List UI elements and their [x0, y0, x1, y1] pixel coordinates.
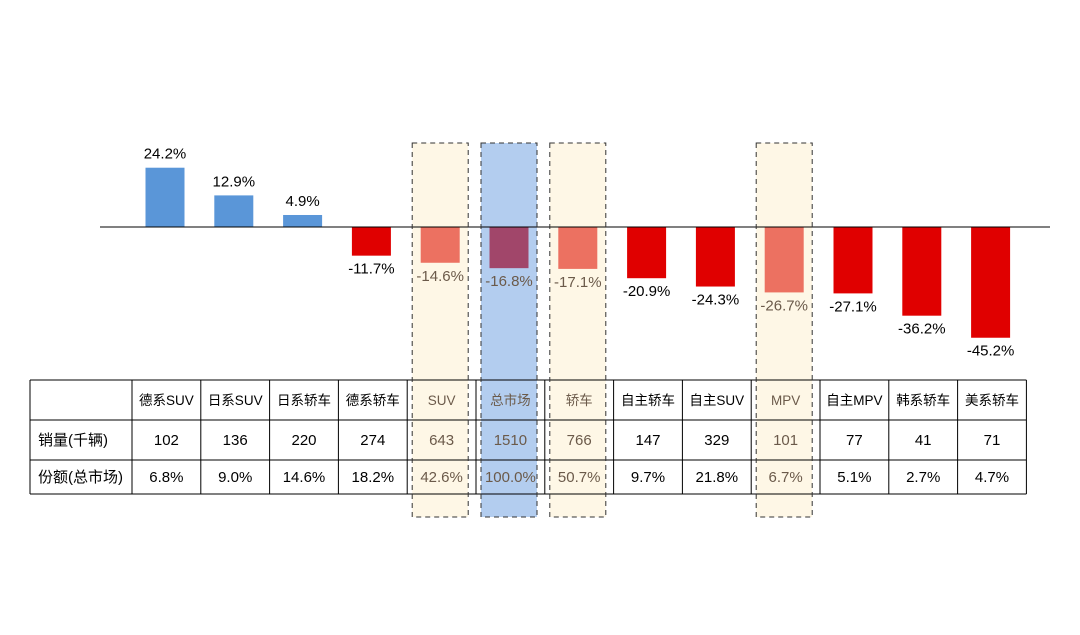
value-label-1: 12.9%: [213, 173, 256, 190]
table-cell-1-4: 42.6%: [420, 469, 463, 486]
bar-9: [764, 227, 804, 293]
table-header-10: 自主MPV: [826, 393, 882, 408]
value-label-12: -45.2%: [967, 343, 1015, 360]
table-cell-0-6: 766: [567, 432, 592, 449]
bars: [145, 167, 1011, 338]
table-header-3: 德系轿车: [346, 392, 400, 408]
value-label-0: 24.2%: [144, 146, 187, 163]
bar-6: [558, 227, 598, 269]
highlight-box-5: [481, 143, 537, 517]
highlight-box-9: [756, 143, 813, 517]
table-cell-1-1: 9.0%: [218, 469, 252, 486]
table-cell-1-9: 6.7%: [768, 469, 802, 486]
table-cell-1-2: 14.6%: [283, 469, 326, 486]
bar-0: [145, 167, 185, 227]
value-label-3: -11.7%: [348, 261, 394, 278]
table-cell-0-1: 136: [223, 432, 248, 449]
value-label-8: -24.3%: [692, 292, 740, 309]
table-header-4: SUV: [428, 393, 456, 408]
table-cell-1-8: 21.8%: [696, 469, 739, 486]
bar-5: [489, 227, 529, 269]
value-label-4: -14.6%: [416, 268, 464, 285]
value-label-7: -20.9%: [623, 283, 671, 300]
bar-1: [214, 195, 254, 227]
highlight-boxes: [412, 143, 813, 517]
table-cell-1-6: 50.7%: [558, 469, 601, 486]
highlight-border-5: [480, 142, 538, 518]
table-cell-0-10: 77: [846, 432, 863, 449]
table-header-7: 自主轿车: [621, 392, 675, 408]
value-label-11: -36.2%: [898, 321, 946, 338]
table-cell-0-4: 643: [429, 432, 454, 449]
data-table: 德系SUV 日系SUV 日系轿车 德系轿车 SUV 总市场 轿车 自主轿车 自主SUV MPV 自主…: [29, 379, 1027, 495]
table-cell-1-11: 2.7%: [906, 469, 940, 486]
table-header-1: 日系SUV: [208, 393, 263, 408]
value-label-5: -16.8%: [485, 273, 533, 290]
table-header-9: MPV: [771, 393, 800, 408]
bar-11: [902, 227, 942, 316]
table-row-label-1: 份额(总市场): [38, 469, 123, 486]
table-cell-1-12: 4.7%: [975, 469, 1009, 486]
bar-7: [627, 227, 667, 279]
table-header-12: 美系轿车: [965, 392, 1019, 408]
highlight-borders: [411, 142, 813, 518]
table-cell-0-12: 71: [984, 432, 1001, 449]
highlight-border-4: [411, 142, 469, 518]
value-label-6: -17.1%: [554, 274, 602, 291]
bar-8: [695, 227, 735, 287]
table-header-8: 自主SUV: [689, 393, 744, 408]
table-header-6: 轿车: [566, 392, 593, 408]
value-label-9: -26.7%: [760, 297, 808, 314]
table-cell-0-11: 41: [915, 432, 932, 449]
highlight-border-6: [549, 142, 607, 518]
table-header-2: 日系轿车: [277, 392, 331, 408]
value-label-10: -27.1%: [829, 298, 877, 315]
highlight-box-6: [549, 143, 606, 517]
table-header-0: 德系SUV: [139, 393, 194, 408]
table-cell-0-5: 1510: [494, 432, 527, 449]
table-cell-1-3: 18.2%: [352, 469, 395, 486]
table-cell-1-0: 6.8%: [149, 469, 183, 486]
bar-2: [283, 214, 323, 227]
table-cell-0-9: 101: [773, 432, 798, 449]
table-header-5: 总市场: [490, 392, 531, 408]
table-cell-0-3: 274: [360, 432, 385, 449]
highlight-box-4: [412, 143, 469, 517]
table-row-label-0: 销量(千辆): [38, 432, 108, 449]
table-cell-0-7: 147: [635, 432, 660, 449]
bar-10: [833, 227, 873, 294]
highlight-border-9: [755, 142, 813, 518]
table-cell-1-7: 9.7%: [631, 469, 665, 486]
table-cell-0-2: 220: [291, 432, 316, 449]
bar-4: [420, 227, 460, 263]
table-cell-0-8: 329: [704, 432, 729, 449]
table-cell-1-5: 100.0%: [485, 469, 536, 486]
table-cell-1-10: 5.1%: [837, 469, 871, 486]
table-header-11: 韩系轿车: [896, 392, 950, 408]
bar-12: [971, 227, 1011, 338]
value-label-2: 4.9%: [285, 193, 319, 210]
table-cell-0-0: 102: [154, 432, 179, 449]
bar-3: [351, 227, 391, 256]
value-labels: 24.2% 12.9% 4.9% -11.7% -14.6% -16.8% -17.1% -2…: [144, 146, 1015, 360]
